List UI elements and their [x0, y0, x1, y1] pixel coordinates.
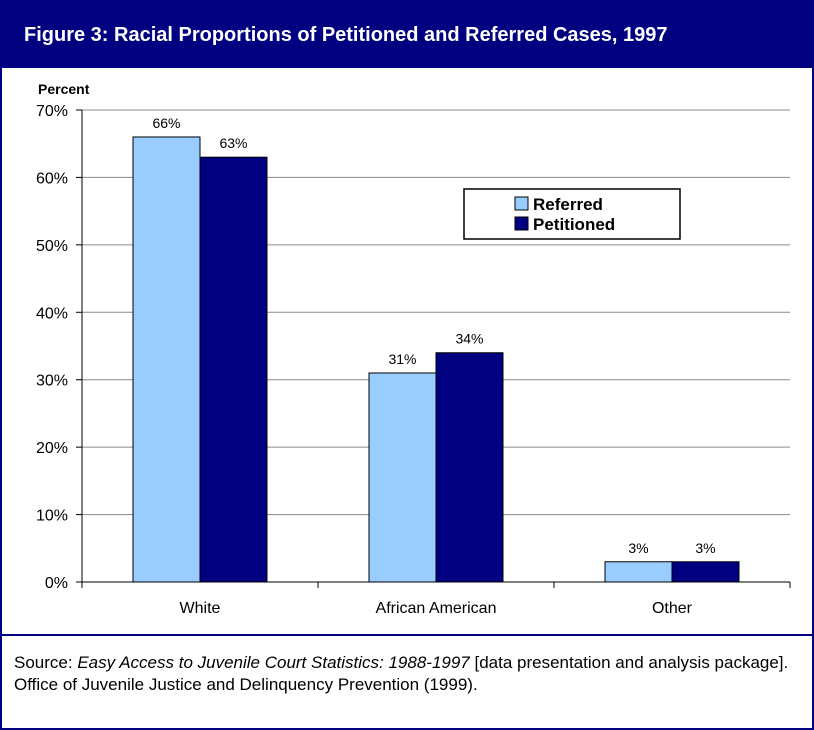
y-tick-label: 70%	[36, 103, 68, 120]
y-tick-label: 10%	[36, 508, 68, 525]
y-tick-label: 40%	[36, 305, 68, 322]
y-tick-label: 0%	[45, 575, 68, 592]
y-axis-label: Percent	[38, 81, 90, 97]
y-tick-label: 20%	[36, 440, 68, 457]
x-tick-label: White	[180, 600, 221, 617]
bar-referred-african-american	[368, 372, 437, 583]
chart-area: 0% 10% 20% 30% 40% 50% 60% 70% Percent 66% 63% Whit…	[2, 68, 812, 636]
legend-label-referred: Referred	[533, 195, 603, 214]
legend-label-petitioned: Petitioned	[533, 215, 615, 234]
legend-swatch-petitioned	[514, 216, 529, 231]
figure-title: Figure 3: Racial Proportions of Petition…	[24, 24, 668, 46]
data-label: 31%	[388, 351, 416, 367]
y-tick-label: 30%	[36, 373, 68, 390]
data-label: 34%	[455, 331, 483, 347]
source-note: Source: Easy Access to Juvenile Court St…	[14, 652, 794, 696]
title-bar: Figure 3: Racial Proportions of Petition…	[2, 2, 812, 68]
data-label: 3%	[628, 540, 648, 556]
x-tick-label: Other	[652, 600, 693, 617]
bar-chart: 0% 10% 20% 30% 40% 50% 60% 70% Percent 66% 63% Whit…	[36, 81, 791, 617]
source-title: Easy Access to Juvenile Court Statistics…	[77, 653, 470, 672]
data-label: 63%	[219, 135, 247, 151]
bar-petitioned-african-american	[435, 352, 504, 583]
y-tick-label: 60%	[36, 170, 68, 187]
source-suffix: [data presentation and analysis package]…	[14, 653, 789, 694]
legend-swatch-referred	[514, 196, 529, 211]
bar-referred-other	[604, 561, 673, 583]
y-tick-label: 50%	[36, 238, 68, 255]
source-prefix: Source:	[14, 653, 78, 672]
bar-petitioned-white	[199, 156, 268, 583]
data-label: 66%	[152, 115, 180, 131]
data-label: 3%	[695, 540, 715, 556]
bar-petitioned-other	[671, 561, 740, 583]
bar-referred-white	[132, 136, 201, 583]
x-tick-label: African American	[376, 600, 497, 617]
legend-box	[463, 188, 681, 240]
